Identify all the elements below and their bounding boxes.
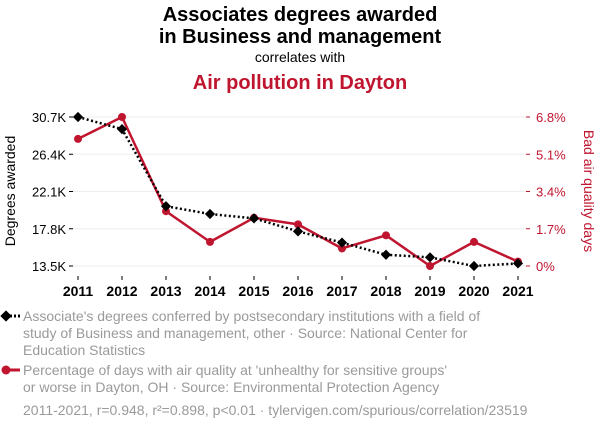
series1-point <box>424 252 436 263</box>
chart-title-red: Air pollution in Dayton <box>193 72 407 94</box>
series1-point <box>248 213 260 224</box>
series2-point <box>470 237 478 246</box>
chart-title-line1: Associates degrees awarded <box>163 4 438 26</box>
series1-point <box>292 226 304 237</box>
y-left-tick-label: 26.4K <box>32 147 66 162</box>
x-tick-label: 2016 <box>282 283 313 299</box>
x-tick-label: 2012 <box>106 283 137 299</box>
legend-series2-marker-icon <box>1 365 11 375</box>
series1-point <box>72 111 84 123</box>
legend-series1-line2: study of Business and management, other … <box>23 325 468 341</box>
series1-point <box>160 201 172 212</box>
series1-line <box>77 115 519 268</box>
x-tick-label: 2011 <box>63 283 94 299</box>
y-left-tick-label: 30.7K <box>32 110 66 125</box>
y-left-tick-label: 22.1K <box>32 185 66 200</box>
y-right-tick-label: 3.4% <box>536 185 566 200</box>
x-tick-label: 2014 <box>194 283 225 299</box>
y-right-tick-label: 0% <box>536 259 555 274</box>
legend-series1-line3: Education Statistics <box>23 342 145 358</box>
series1-point <box>336 237 348 248</box>
x-tick-label: 2017 <box>326 283 357 299</box>
x-tick-label: 2021 <box>502 283 533 299</box>
series1-point <box>512 258 524 269</box>
chart-title-line2: in Business and management <box>159 26 442 48</box>
y-left-tick-label: 17.8K <box>32 222 66 237</box>
x-tick-label: 2013 <box>150 283 181 299</box>
series1-point <box>116 124 128 135</box>
y-left-tick-label: 13.5K <box>32 259 66 274</box>
legend-series2-line1: Percentage of days with air quality at '… <box>23 362 447 378</box>
legend-series1-line1: Associate's degrees conferred by postsec… <box>23 308 480 324</box>
legend-series2-line2: or worse in Dayton, OH · Source: Environ… <box>23 379 439 395</box>
x-tick-label: 2020 <box>458 283 489 299</box>
y-right-tick-label: 5.1% <box>536 147 566 162</box>
series2-point <box>426 262 434 270</box>
x-tick-label: 2015 <box>238 283 269 299</box>
series <box>72 111 524 272</box>
series2-point <box>382 231 390 240</box>
y-right-tick-label: 1.7% <box>536 222 566 237</box>
series1-point <box>468 260 480 272</box>
series2-point <box>294 220 302 229</box>
grid <box>70 116 526 267</box>
chart-subtitle: correlates with <box>255 49 345 65</box>
series1-point <box>204 208 216 220</box>
y-right-axis-title: Bad air quality days <box>581 130 597 252</box>
legend-series1-marker-icon <box>0 310 12 322</box>
x-tick-label: 2019 <box>414 283 445 299</box>
series2-point <box>338 244 346 253</box>
series1-point <box>380 249 392 260</box>
x-tick-label: 2018 <box>370 283 401 299</box>
axis-ticks: 13.5K 17.8K 22.1K 26.4K 30.7K 0% 1.7% 3.4% 5.1% 6… <box>32 110 566 299</box>
y-right-tick-label: 6.8% <box>536 110 566 125</box>
footer-stats: 2011-2021, r=0.948, r²=0.898, p<0.01 · t… <box>23 402 528 418</box>
series2-point <box>74 134 82 143</box>
series2-point <box>206 237 214 246</box>
y-left-axis-title: Degrees awarded <box>2 136 18 247</box>
legend: Associate's degrees conferred by postsec… <box>0 308 480 395</box>
series2-point <box>118 113 126 121</box>
